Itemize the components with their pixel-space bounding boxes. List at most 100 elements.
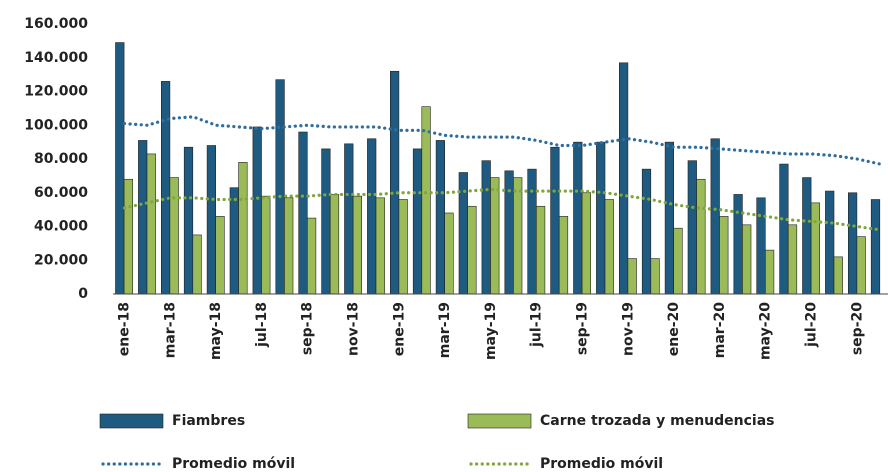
bar xyxy=(123,178,133,295)
bar xyxy=(183,146,194,295)
bar xyxy=(847,192,858,295)
bar xyxy=(627,258,637,295)
y-tick-label: 160.000 xyxy=(24,16,88,32)
bar xyxy=(146,153,156,295)
bar xyxy=(367,138,377,295)
x-tick-label: mar-19 xyxy=(437,302,453,358)
bar xyxy=(238,162,248,295)
bar xyxy=(490,177,500,295)
x-tick-label: mar-20 xyxy=(712,302,728,358)
x-tick-label: sep-20 xyxy=(849,302,865,355)
legend-label: Fiambres xyxy=(172,413,245,429)
x-tick-label: sep-19 xyxy=(574,302,590,355)
bar xyxy=(687,160,697,295)
bar xyxy=(641,168,652,295)
bar xyxy=(421,106,431,295)
y-tick-label: 120.000 xyxy=(24,84,88,100)
bar xyxy=(719,216,729,295)
bar xyxy=(550,146,560,295)
x-tick-label: ene-19 xyxy=(391,302,407,356)
bar xyxy=(527,168,537,295)
bar xyxy=(229,187,239,295)
bar xyxy=(710,138,720,295)
legend-swatch xyxy=(467,413,532,429)
bar xyxy=(618,62,629,295)
bar xyxy=(467,205,477,295)
bar xyxy=(810,202,820,295)
bar xyxy=(856,236,866,295)
y-tick-label: 20.000 xyxy=(34,252,88,268)
x-tick-label: jul-19 xyxy=(529,302,545,348)
bar xyxy=(252,126,262,295)
bar xyxy=(870,199,881,295)
bar xyxy=(298,131,308,295)
moving-average-line xyxy=(122,187,882,232)
x-tick-label: nov-18 xyxy=(345,302,361,356)
legend-label: Carne trozada y menudencias xyxy=(540,413,775,429)
bar xyxy=(169,177,179,295)
bar xyxy=(779,163,789,295)
bar xyxy=(192,234,202,295)
bar xyxy=(664,141,674,295)
bar xyxy=(696,178,706,295)
bar xyxy=(206,145,217,295)
bar xyxy=(596,141,606,295)
bar xyxy=(321,148,331,295)
bar xyxy=(275,79,285,295)
y-tick-label: 0 xyxy=(78,286,88,302)
x-tick-label: sep-18 xyxy=(300,302,316,355)
bar xyxy=(756,197,766,295)
bar xyxy=(329,194,340,295)
bar xyxy=(513,177,523,295)
bar xyxy=(306,217,317,295)
bar xyxy=(161,81,171,295)
bar xyxy=(742,224,752,295)
bar xyxy=(650,258,660,295)
bar xyxy=(825,190,835,295)
bar xyxy=(389,70,400,295)
bar xyxy=(344,143,354,295)
legend-label: Promedio móvil xyxy=(540,456,663,472)
x-tick-label: ene-20 xyxy=(666,302,682,357)
bar xyxy=(833,256,843,295)
bar xyxy=(444,212,454,295)
bar xyxy=(435,140,446,295)
bar xyxy=(284,197,294,295)
bar xyxy=(115,42,125,295)
bar xyxy=(802,177,812,295)
bar xyxy=(604,199,614,295)
x-tick-label: may-18 xyxy=(208,302,224,360)
y-tick-label: 40.000 xyxy=(34,219,88,235)
y-tick-label: 140.000 xyxy=(24,50,88,66)
x-tick-label: ene-18 xyxy=(116,302,132,356)
x-tick-label: jul-20 xyxy=(803,302,819,348)
y-tick-label: 80.000 xyxy=(34,151,88,167)
legend-label: Promedio móvil xyxy=(172,456,295,472)
y-tick-label: 100.000 xyxy=(24,117,88,133)
bar xyxy=(352,195,363,295)
bar xyxy=(412,148,423,295)
bar xyxy=(573,141,583,295)
legend-swatch xyxy=(99,413,164,429)
x-tick-label: nov-19 xyxy=(620,302,636,356)
bar xyxy=(481,160,491,295)
bar xyxy=(535,205,546,295)
bar xyxy=(215,216,225,295)
bar xyxy=(138,140,148,295)
bar xyxy=(764,249,775,295)
x-tick-label: mar-18 xyxy=(162,302,178,358)
bar xyxy=(375,197,385,295)
bar xyxy=(398,199,408,295)
bar xyxy=(581,192,591,295)
bar xyxy=(787,224,798,295)
bar xyxy=(261,195,271,295)
x-tick-label: may-20 xyxy=(758,302,774,360)
moving-average-line xyxy=(122,115,882,166)
bar xyxy=(558,216,569,295)
x-tick-label: may-19 xyxy=(483,302,499,360)
y-tick-label: 60.000 xyxy=(34,185,88,201)
x-tick-label: jul-18 xyxy=(254,302,270,348)
bar xyxy=(673,227,683,295)
bar xyxy=(733,194,743,295)
